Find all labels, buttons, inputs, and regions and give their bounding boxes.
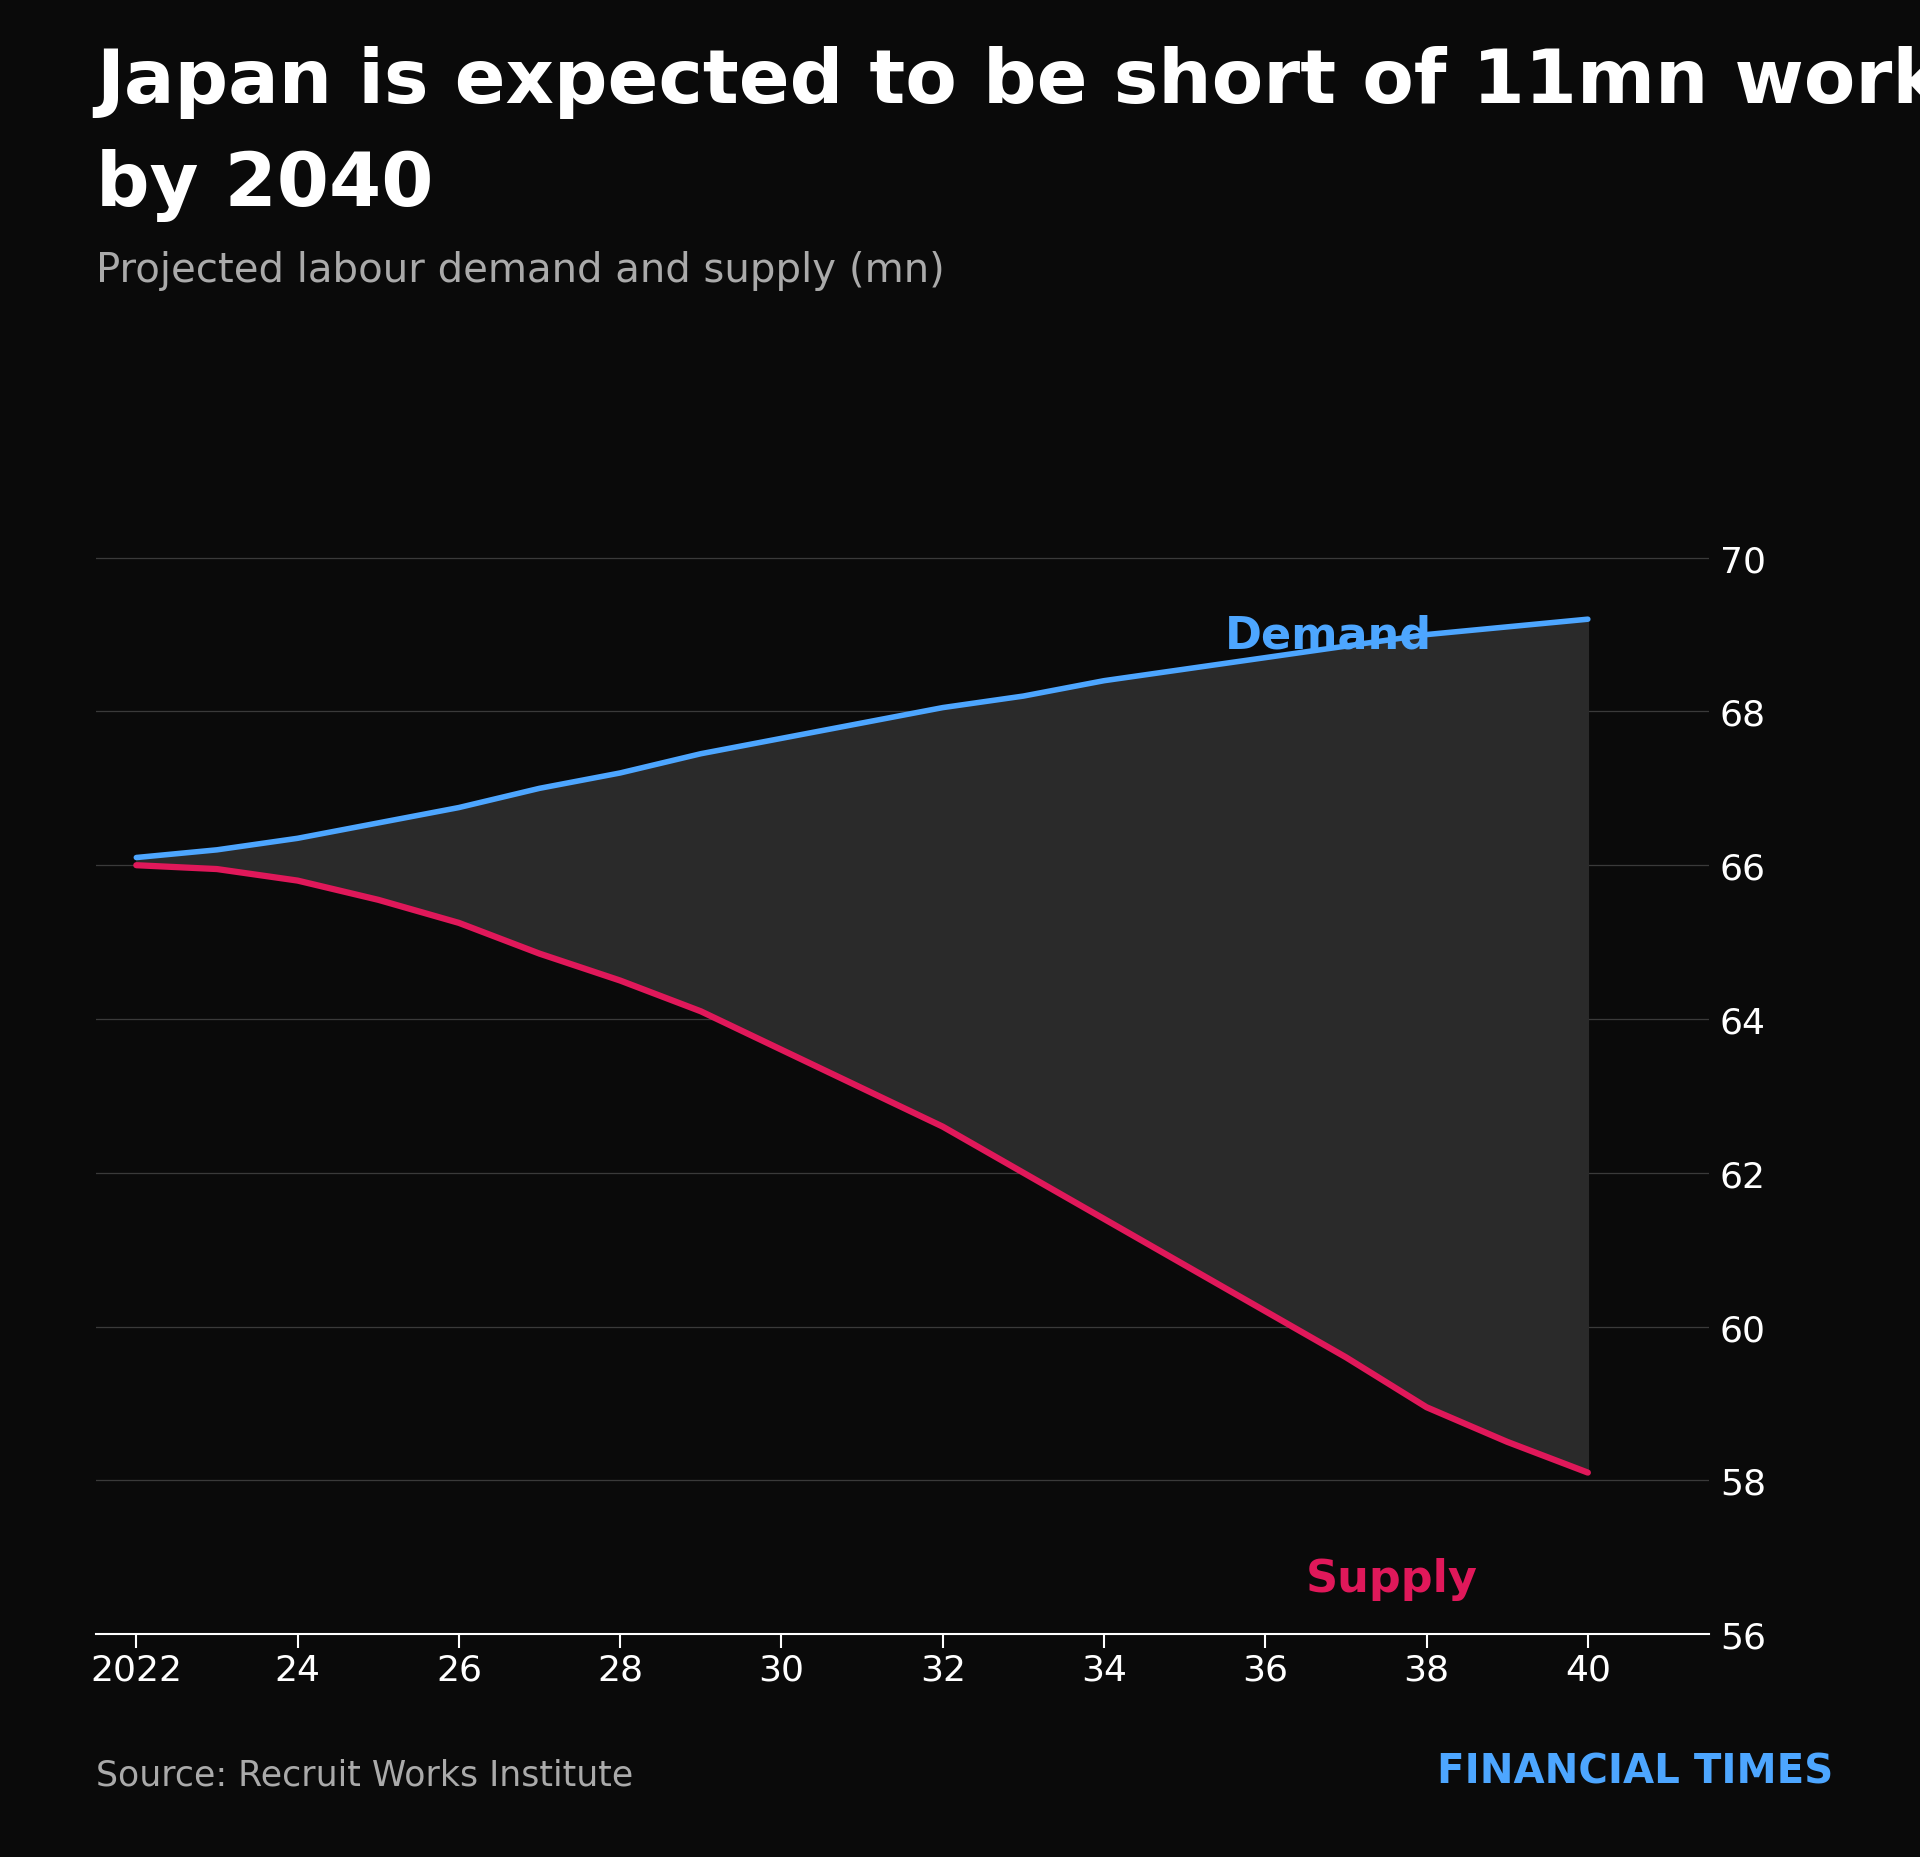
Text: Japan is expected to be short of 11mn workers: Japan is expected to be short of 11mn wo… [96,46,1920,119]
Text: Supply: Supply [1306,1558,1478,1601]
Text: Demand: Demand [1225,613,1432,657]
Text: FINANCIAL TIMES: FINANCIAL TIMES [1438,1751,1834,1792]
Text: Projected labour demand and supply (mn): Projected labour demand and supply (mn) [96,251,945,292]
Text: by 2040: by 2040 [96,149,434,221]
Text: Source: Recruit Works Institute: Source: Recruit Works Institute [96,1759,634,1792]
